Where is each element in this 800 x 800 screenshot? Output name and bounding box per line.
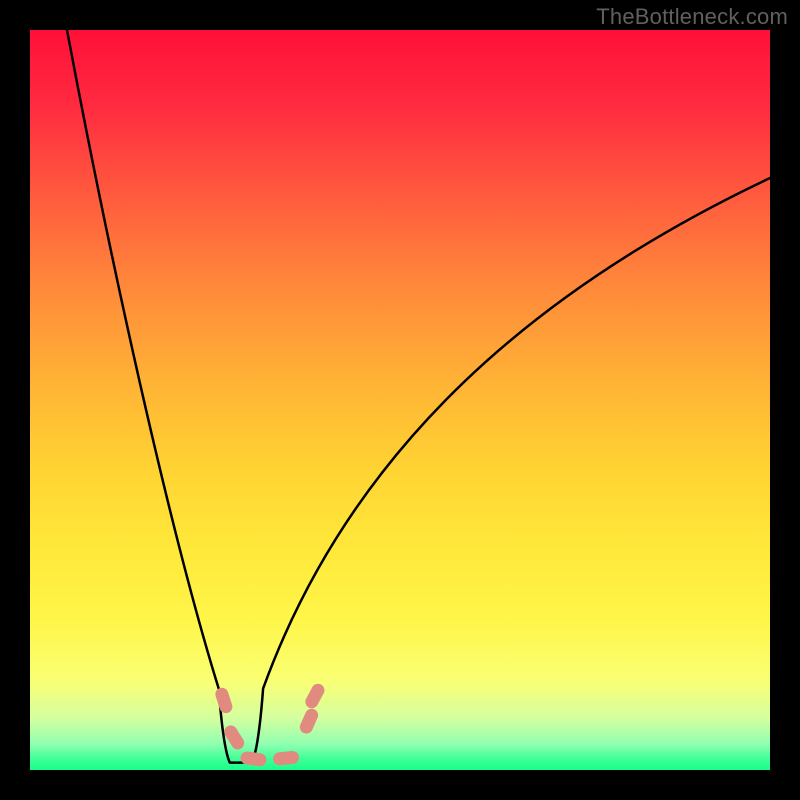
chart-gradient-background [30,30,770,770]
chart-frame [30,30,770,770]
watermark-text: TheBottleneck.com [596,4,788,30]
